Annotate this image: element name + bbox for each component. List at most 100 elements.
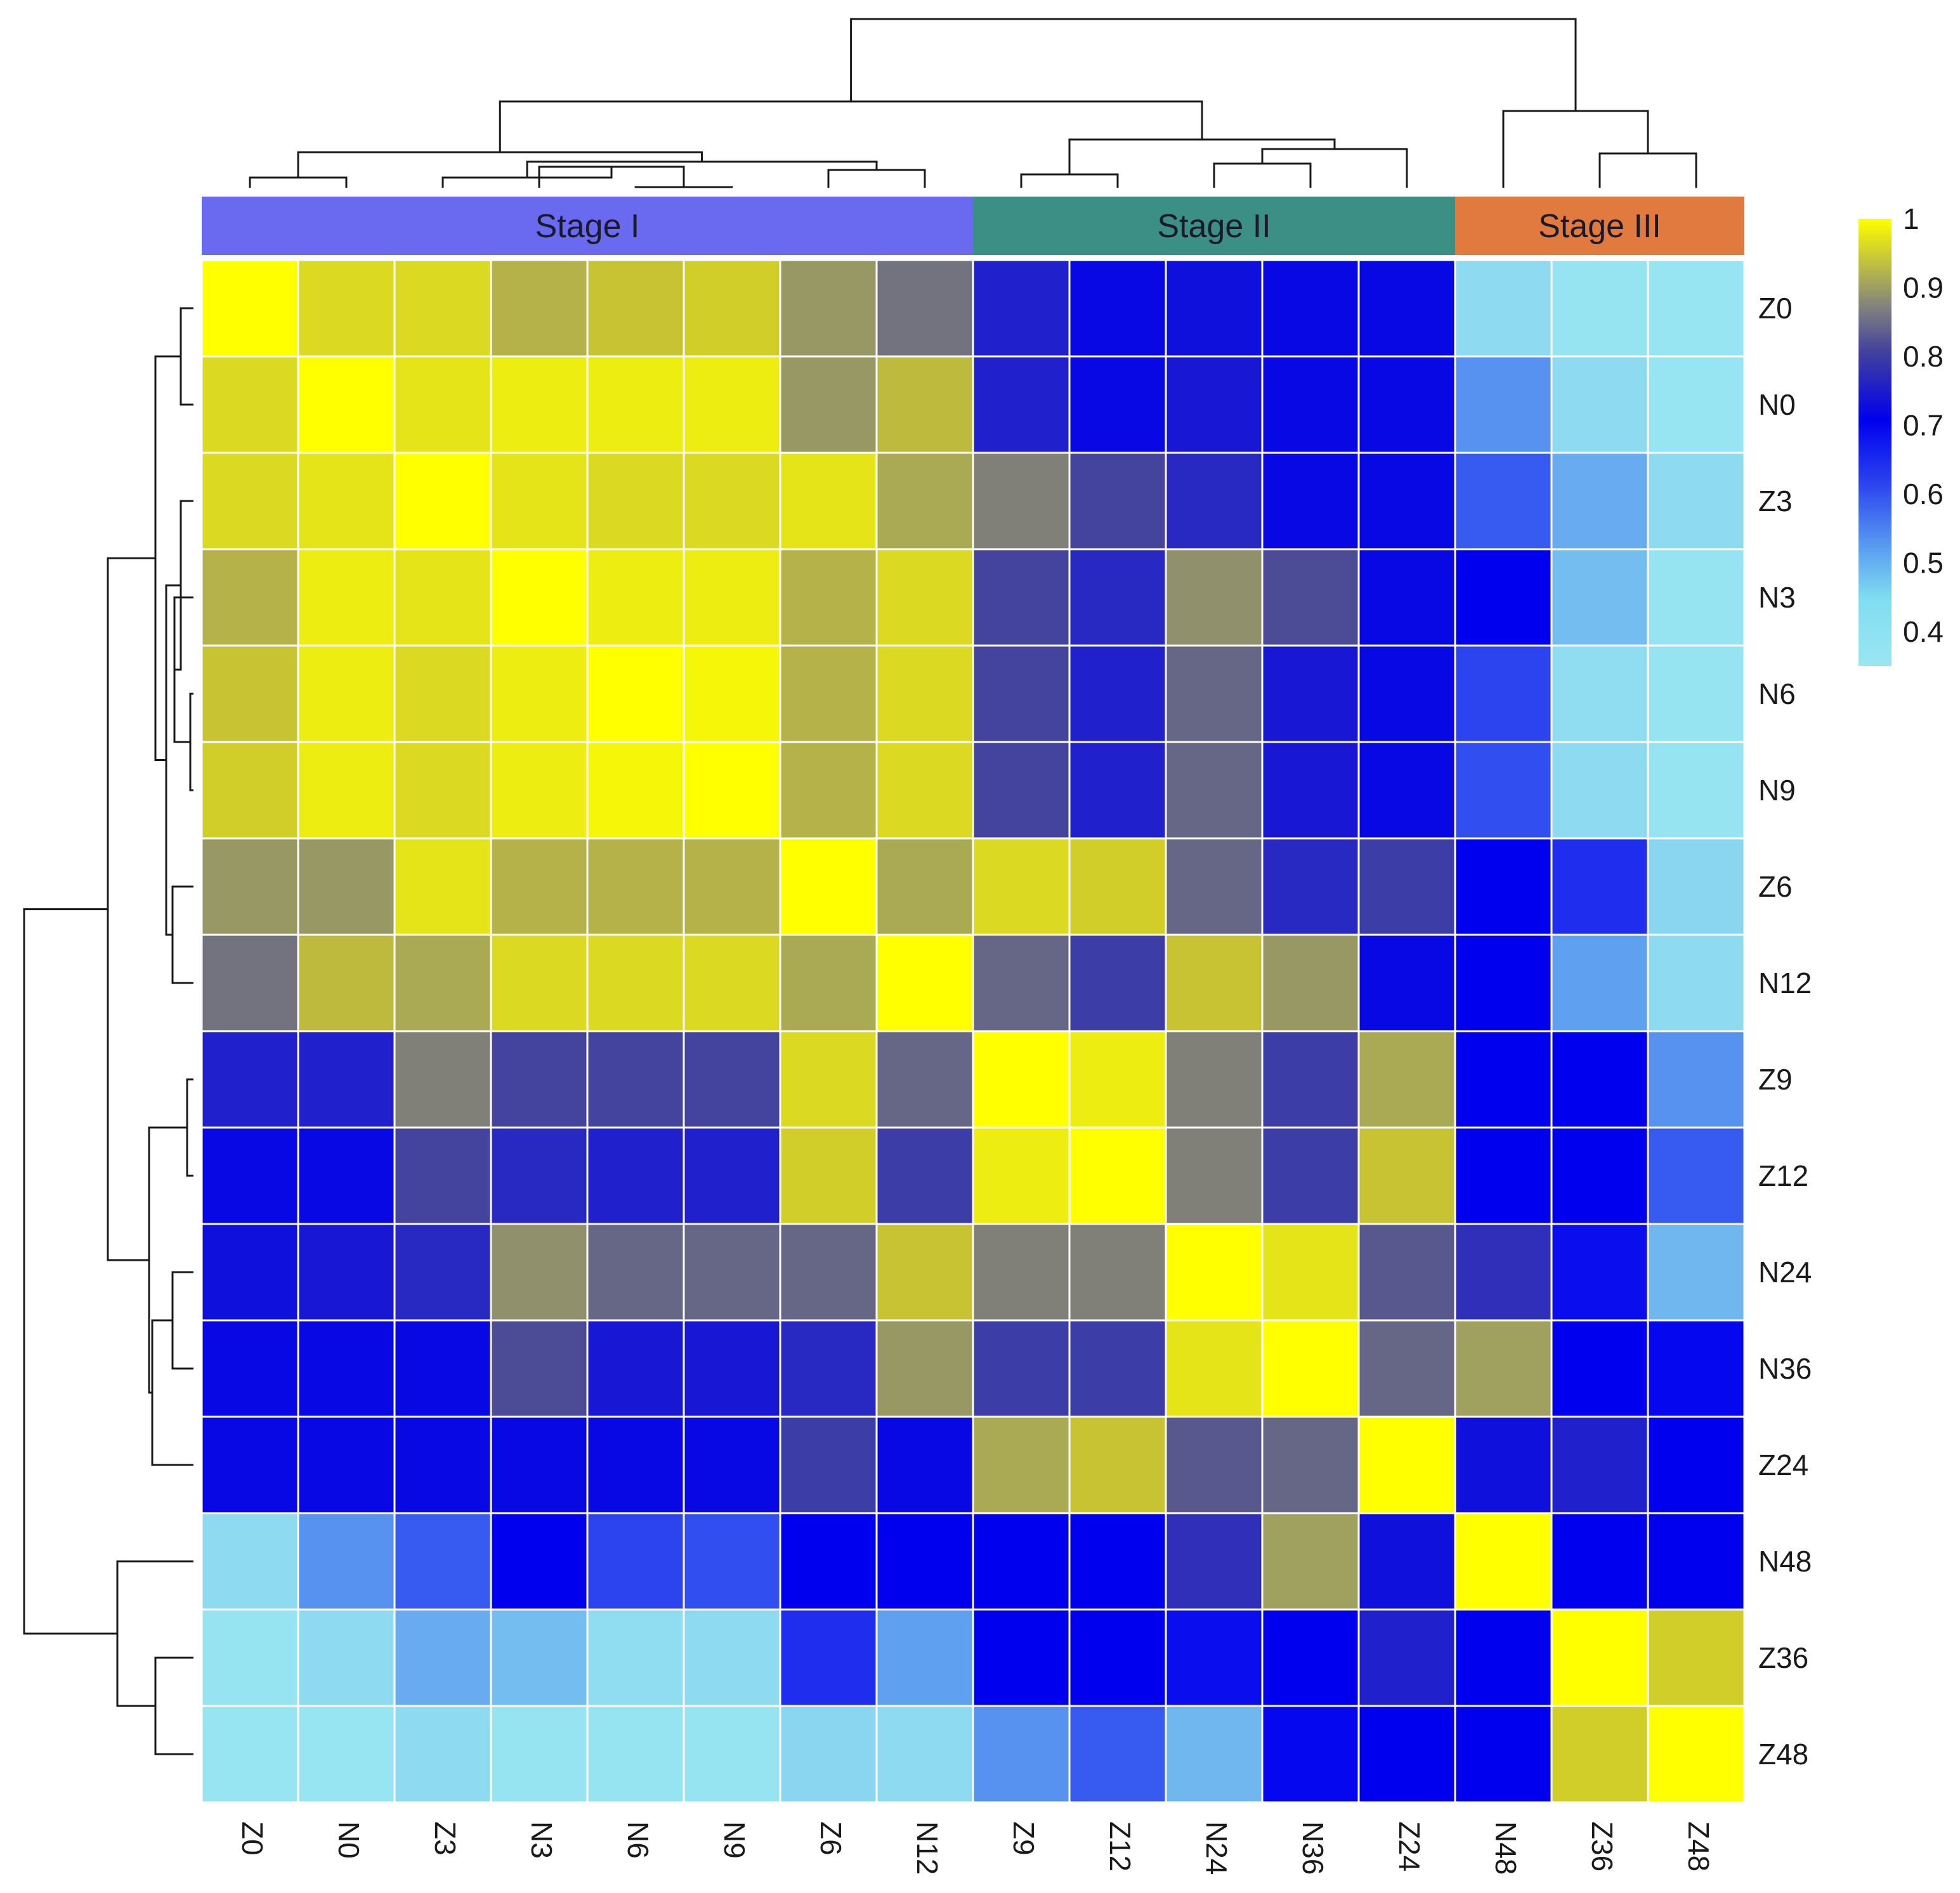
heatmap-cell-N48-Z9 — [972, 1512, 1071, 1611]
heatmap-cell-N0-N6 — [586, 355, 685, 454]
heatmap-cell-Z12-N48 — [1454, 1126, 1553, 1225]
heatmap-cell-Z6-N12 — [875, 837, 974, 936]
heatmap-cell-Z24-Z9 — [972, 1415, 1071, 1514]
row-label-N48: N48 — [1758, 1545, 1812, 1578]
heatmap-cell-Z36-Z12 — [1068, 1608, 1167, 1707]
heatmap-cell-Z0-N9 — [683, 259, 781, 358]
colorbar-tick-6: 0.5 — [1903, 546, 1944, 579]
heatmap-cell-N9-N36 — [1261, 741, 1360, 840]
heatmap-cell-Z3-Z12 — [1068, 452, 1167, 550]
heatmap-cell-N36-Z48 — [1647, 1319, 1746, 1418]
heatmap-cell-Z9-Z9 — [972, 1030, 1071, 1129]
heatmap-cell-Z12-Z3 — [393, 1126, 492, 1225]
row-label-N0: N0 — [1758, 388, 1796, 421]
heatmap-cell-Z0-N6 — [586, 259, 685, 358]
heatmap-cell-N9-Z48 — [1647, 741, 1746, 840]
heatmap-cell-Z3-N48 — [1454, 452, 1553, 550]
heatmap-cell-Z48-N24 — [1165, 1705, 1264, 1804]
heatmap-cell-N24-Z9 — [972, 1223, 1071, 1322]
heatmap-cell-Z48-N12 — [875, 1705, 974, 1804]
heatmap-cell-N3-N0 — [297, 548, 396, 647]
heatmap-cell-Z0-Z9 — [972, 259, 1071, 358]
heatmap-cell-Z12-Z48 — [1647, 1126, 1746, 1225]
heatmap-cell-N12-Z6 — [779, 933, 878, 1032]
heatmap-cell-N24-N6 — [586, 1223, 685, 1322]
heatmap-cell-N12-Z24 — [1357, 933, 1456, 1032]
heatmap-cell-Z0-Z48 — [1647, 259, 1746, 358]
heatmap-cell-Z3-Z24 — [1357, 452, 1456, 550]
row-dendrogram-branch — [154, 1656, 193, 1755]
colorbar-tick-2: 0.9 — [1903, 271, 1944, 304]
heatmap-cell-N12-Z0 — [200, 933, 299, 1032]
heatmap-cell-Z24-Z24 — [1357, 1415, 1456, 1514]
heatmap-cell-N6-N6 — [586, 644, 685, 743]
heatmap-cell-N0-Z48 — [1647, 355, 1746, 454]
column-dendrogram-branch — [1502, 110, 1649, 188]
heatmap-cell-Z6-N48 — [1454, 837, 1553, 936]
col-label-Z12: Z12 — [1104, 1821, 1137, 1871]
heatmap-cell-Z36-N6 — [586, 1608, 685, 1707]
heatmap-cell-N48-Z24 — [1357, 1512, 1456, 1611]
heatmap-cell-Z36-N36 — [1261, 1608, 1360, 1707]
heatmap-cell-N0-Z3 — [393, 355, 492, 454]
heatmap-cell-Z24-N0 — [297, 1415, 396, 1514]
heatmap-cell-Z0-N0 — [297, 259, 396, 358]
heatmap-cell-Z9-Z36 — [1550, 1030, 1649, 1129]
heatmap-cell-Z0-Z36 — [1550, 259, 1649, 358]
heatmap-cell-Z24-Z6 — [779, 1415, 878, 1514]
heatmap-cell-Z3-N3 — [490, 452, 589, 550]
heatmap-cell-N6-N24 — [1165, 644, 1264, 743]
heatmap-cell-Z48-N3 — [490, 1705, 589, 1804]
heatmap-cell-Z6-Z3 — [393, 837, 492, 936]
column-dendrogram-branch — [634, 186, 733, 188]
heatmap-cell-Z3-N6 — [586, 452, 685, 550]
heatmap-cell-N48-N9 — [683, 1512, 781, 1611]
heatmap-cell-N24-N36 — [1261, 1223, 1360, 1322]
heatmap-cell-Z36-Z6 — [779, 1608, 878, 1707]
heatmap-cell-N3-Z3 — [393, 548, 492, 647]
heatmap-cell-Z36-Z48 — [1647, 1608, 1746, 1707]
heatmap-cell-Z24-Z48 — [1647, 1415, 1746, 1514]
heatmap-cell-N48-N0 — [297, 1512, 396, 1611]
heatmap-cell-Z48-Z36 — [1550, 1705, 1649, 1804]
heatmap-cell-N6-Z0 — [200, 644, 299, 743]
heatmap-cell-N12-N6 — [586, 933, 685, 1032]
heatmap-cell-N36-Z3 — [393, 1319, 492, 1418]
col-label-N48: N48 — [1489, 1821, 1522, 1875]
heatmap-cell-Z12-Z6 — [779, 1126, 878, 1225]
colorbar-gradient — [1859, 219, 1891, 666]
heatmap-cell-Z9-N6 — [586, 1030, 685, 1129]
heatmap-cell-Z9-N48 — [1454, 1030, 1553, 1129]
heatmap-cell-N48-N36 — [1261, 1512, 1360, 1611]
col-label-Z24: Z24 — [1393, 1821, 1426, 1871]
heatmap-cell-N36-N24 — [1165, 1319, 1264, 1418]
row-label-Z0: Z0 — [1758, 292, 1793, 325]
heatmap-cell-N12-Z3 — [393, 933, 492, 1032]
heatmap-cell-N36-N48 — [1454, 1319, 1553, 1418]
column-dendrogram-branch — [499, 100, 1203, 152]
heatmap-cell-N48-N48 — [1454, 1512, 1553, 1611]
row-label-N6: N6 — [1758, 677, 1796, 710]
row-dendrogram-branch — [154, 355, 181, 761]
colorbar: 1 0.9 0.8 0.7 0.6 0.5 0.4 — [1859, 202, 1944, 666]
row-dendrogram-branch — [189, 693, 193, 791]
heatmap-cell-Z9-Z24 — [1357, 1030, 1456, 1129]
heatmap-cell-Z9-N9 — [683, 1030, 781, 1129]
heatmap-cell-Z48-Z48 — [1647, 1705, 1746, 1804]
heatmap-cell-Z0-Z24 — [1357, 259, 1456, 358]
heatmap-cell-N24-N48 — [1454, 1223, 1553, 1322]
heatmap-cell-N9-Z9 — [972, 741, 1071, 840]
heatmap-cell-N12-Z48 — [1647, 933, 1746, 1032]
heatmap-cell-N0-Z24 — [1357, 355, 1456, 454]
heatmap-cell-Z9-Z6 — [779, 1030, 878, 1129]
heatmap-cell-N9-N48 — [1454, 741, 1553, 840]
heatmap-cell-Z6-N36 — [1261, 837, 1360, 936]
column-dendrogram-branch — [1020, 173, 1119, 188]
heatmap-cell-N36-N0 — [297, 1319, 396, 1418]
heatmap-cell-N9-Z0 — [200, 741, 299, 840]
heatmap-cell-Z3-Z9 — [972, 452, 1071, 550]
heatmap-cell-Z3-N12 — [875, 452, 974, 550]
heatmap-cell-Z0-N48 — [1454, 259, 1553, 358]
heatmap-cell-Z36-N48 — [1454, 1608, 1553, 1707]
